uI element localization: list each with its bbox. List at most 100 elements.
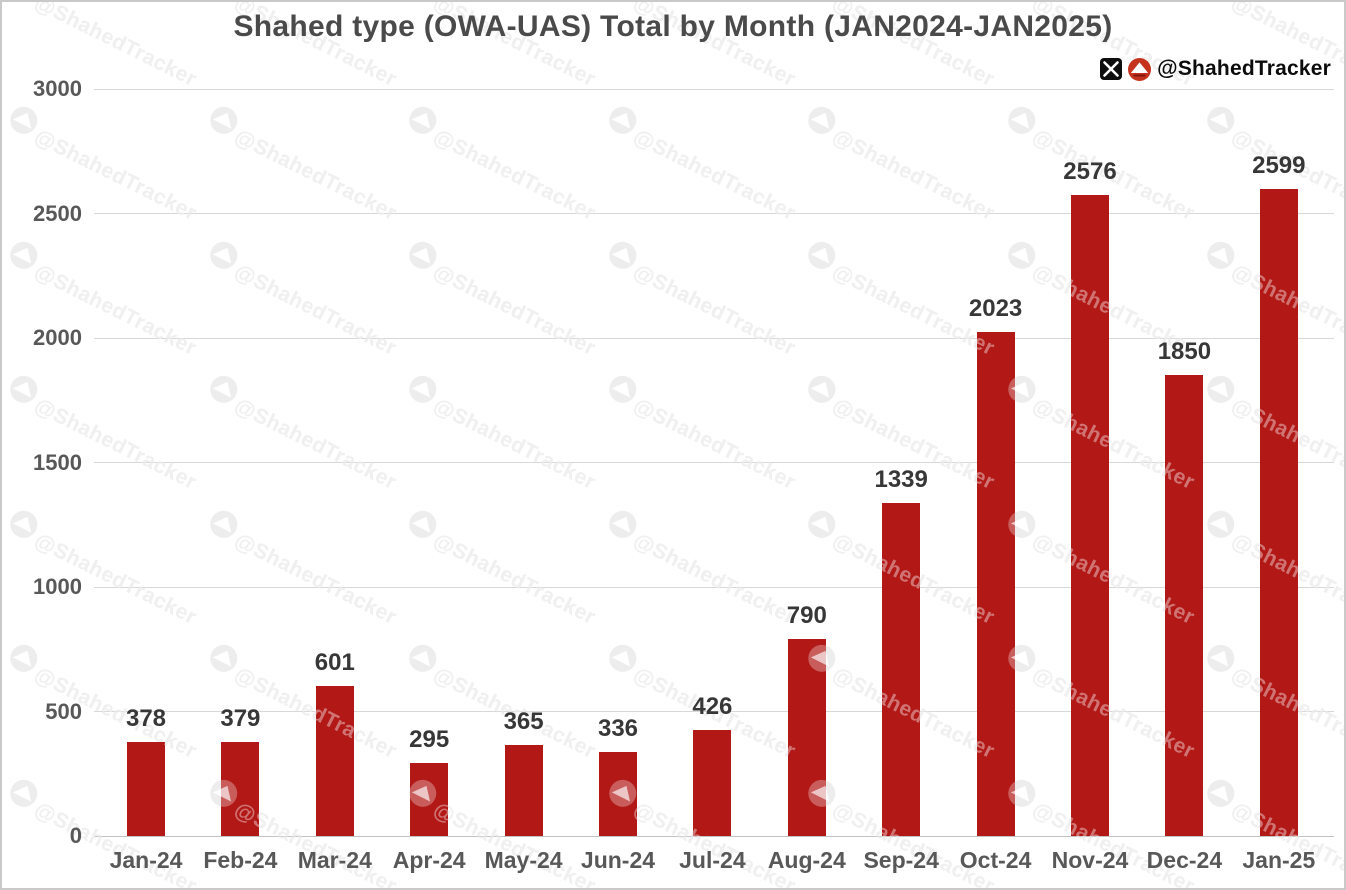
bar-value-label: 2576 xyxy=(1063,157,1117,185)
y-tick-label: 2000 xyxy=(33,325,82,350)
bar xyxy=(315,686,354,836)
shahed-drone-logo-icon xyxy=(604,0,640,4)
shahed-drone-logo-icon xyxy=(10,510,38,538)
shahed-drone-logo-icon xyxy=(409,644,437,672)
watermark-tile: @ShahedTracker xyxy=(601,371,803,495)
bar xyxy=(599,752,637,836)
watermark-tile: @ShahedTracker xyxy=(202,371,404,495)
watermark-tile: @ShahedTracker xyxy=(402,102,604,226)
y-tick-label: 2500 xyxy=(33,200,82,226)
x-tick-label: Jan-24 xyxy=(109,847,183,873)
shahed-drone-logo-icon xyxy=(209,241,237,269)
bar-value-label: 378 xyxy=(125,704,167,732)
gridline xyxy=(94,711,1334,712)
shahed-drone-logo-icon xyxy=(6,0,42,4)
y-tick-label: 500 xyxy=(45,698,82,724)
bar-value-label: 336 xyxy=(597,715,639,743)
bar xyxy=(787,639,826,836)
bar xyxy=(410,762,449,836)
shahed-drone-logo-icon xyxy=(209,510,237,538)
x-tick-label: Sep-24 xyxy=(863,847,939,873)
watermark-text: @ShahedTracker xyxy=(230,528,400,629)
shahed-drone-logo-icon xyxy=(808,106,836,134)
y-tick-label: 1000 xyxy=(33,574,82,599)
watermark-text: @ShahedTracker xyxy=(230,259,400,360)
shahed-drone-logo-icon xyxy=(1007,106,1035,134)
shahed-drone-logo-icon xyxy=(409,510,437,538)
y-tick-label: 3000 xyxy=(33,76,82,101)
shahed-drone-logo-icon xyxy=(608,375,636,403)
watermark-tile: @ShahedTracker xyxy=(601,102,803,226)
bar-value-label: 365 xyxy=(503,708,544,736)
watermark-text: @ShahedTracker xyxy=(629,259,799,360)
watermark-tile: @ShahedTracker xyxy=(3,506,205,630)
watermark-tile: @ShahedTracker xyxy=(202,102,404,226)
watermark-text: @ShahedTracker xyxy=(629,394,799,495)
shahed-drone-logo-icon xyxy=(1007,241,1035,269)
bar-value-label: 295 xyxy=(409,725,450,753)
watermark-tile: @ShahedTracker xyxy=(601,371,803,495)
watermark-text: @ShahedTracker xyxy=(429,394,600,495)
shahed-drone-logo-icon xyxy=(808,375,836,403)
watermark-tile: @ShahedTracker xyxy=(202,237,404,361)
x-tick-label: Aug-24 xyxy=(767,847,846,873)
watermark-tile: @ShahedTracker xyxy=(601,237,803,361)
shahed-drone-logo-icon xyxy=(209,375,237,403)
watermark-tile: @ShahedTracker xyxy=(402,506,604,630)
shahed-drone-logo-icon xyxy=(209,106,237,134)
chart-title: Shahed type (OWA-UAS) Total by Month (JA… xyxy=(233,10,1113,43)
x-logo-icon xyxy=(1100,58,1123,80)
shahed-drone-logo-icon xyxy=(1207,106,1235,134)
shahed-drone-logo-icon xyxy=(1207,510,1235,538)
shahed-drone-logo-icon xyxy=(1207,644,1235,672)
watermark-text: @ShahedTracker xyxy=(828,125,999,226)
shahed-drone-logo-icon xyxy=(205,0,241,4)
watermark-tile: @ShahedTracker xyxy=(202,506,404,630)
shahed-drone-logo-icon xyxy=(1003,0,1039,4)
attribution: @ShahedTracker xyxy=(1100,57,1331,81)
x-tick-label: Dec-24 xyxy=(1146,847,1223,873)
bar-value-label: 601 xyxy=(314,649,355,677)
shahed-drone-logo-icon xyxy=(10,779,38,807)
shahed-drone-logo-icon xyxy=(209,644,237,672)
bar xyxy=(127,741,165,836)
shahed-drone-logo-icon xyxy=(409,106,437,134)
x-tick-label: May-24 xyxy=(484,847,563,873)
watermark-tile: @ShahedTracker xyxy=(202,371,404,495)
shahed-drone-logo-icon xyxy=(409,510,437,538)
x-tick-label: Jan-25 xyxy=(1242,847,1316,873)
attribution-handle: @ShahedTracker xyxy=(1157,57,1331,80)
shahed-drone-logo-icon xyxy=(808,106,836,134)
watermark-text: @ShahedTracker xyxy=(429,125,600,226)
shahed-drone-logo-icon xyxy=(808,241,836,269)
bar-value-label: 379 xyxy=(220,704,261,732)
shahed-drone-logo-icon xyxy=(209,106,237,134)
shahed-drone-logo-icon xyxy=(608,106,636,134)
shahed-drone-logo-icon xyxy=(608,241,636,269)
watermark-tile: @ShahedTracker xyxy=(202,237,404,361)
shahed-drone-logo-icon xyxy=(205,0,241,4)
shahed-drone-logo-icon xyxy=(808,241,836,269)
shahed-drone-logo-icon xyxy=(1207,779,1235,807)
bar-value-label: 426 xyxy=(692,692,733,720)
shahed-drone-logo-icon xyxy=(10,375,38,403)
watermark-text: @ShahedTracker xyxy=(30,394,201,495)
shahed-drone-logo-icon xyxy=(409,241,437,269)
watermark-tile: @ShahedTracker xyxy=(402,371,604,495)
watermark-tile: @ShahedTracker xyxy=(402,371,604,495)
watermark-text: @ShahedTracker xyxy=(828,125,999,226)
shahed-drone-logo-icon xyxy=(1207,241,1235,269)
watermark-text: @ShahedTracker xyxy=(230,394,400,495)
watermark-tile: @ShahedTracker xyxy=(202,102,404,226)
watermark-text: @ShahedTracker xyxy=(629,394,799,495)
shahed-drone-logo-icon xyxy=(10,241,38,269)
shahed-drone-logo-icon xyxy=(409,375,437,403)
gridline xyxy=(94,213,1334,214)
x-tick-label: Feb-24 xyxy=(203,847,278,873)
watermark-tile: @ShahedTracker xyxy=(601,237,803,361)
watermark-text: @ShahedTracker xyxy=(30,394,201,495)
watermark-tile: @ShahedTracker xyxy=(402,102,604,226)
x-tick-label: Oct-24 xyxy=(959,847,1032,873)
shahed-drone-logo-icon xyxy=(608,241,636,269)
